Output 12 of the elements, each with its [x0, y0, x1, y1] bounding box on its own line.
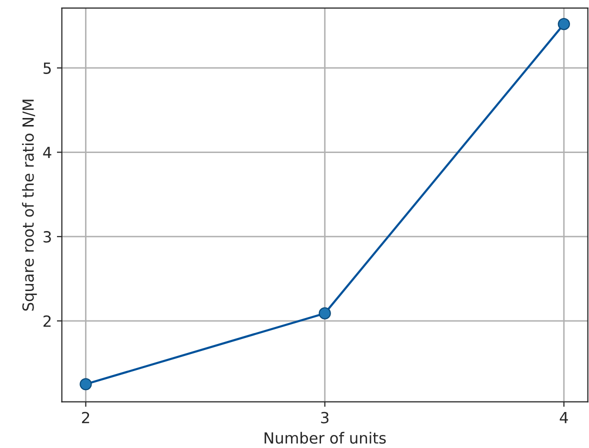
x-axis-title: Number of units: [264, 432, 386, 444]
y-tick-label: 3: [44, 231, 51, 243]
y-tick-label: 4: [43, 146, 52, 158]
point: [318, 307, 331, 320]
x-tick-label: 4: [560, 412, 568, 424]
y-tick-label: 2: [44, 315, 51, 327]
x-tick-label: 3: [321, 412, 328, 424]
y-axis-title: Square root of the ratio N/M: [22, 100, 37, 311]
point: [80, 378, 92, 390]
x-tick-label: 2: [82, 412, 90, 424]
y-tick-label: 5: [44, 62, 51, 74]
point: [558, 18, 570, 30]
